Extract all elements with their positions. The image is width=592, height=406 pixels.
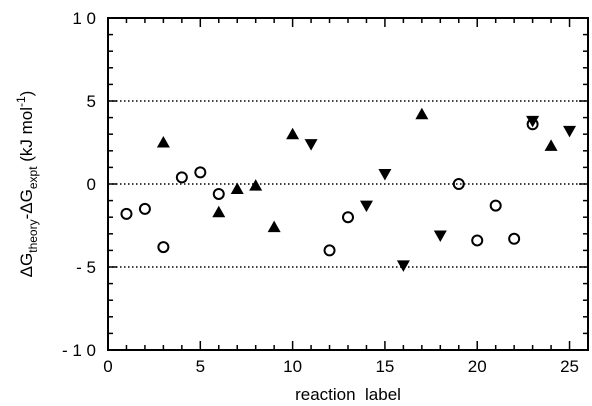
y-axis-label-part: ΔG [17,253,36,278]
y-axis-label-part: -ΔG [17,189,36,219]
data-point-triangle-down [563,125,577,138]
data-point-circle [120,207,133,220]
data-point-circle [194,166,207,179]
y-axis-label-part: -1 [14,96,28,107]
data-point-triangle-up [156,136,170,148]
x-tick-label: 15 [375,357,394,376]
data-point-circle [452,178,465,190]
data-point-triangle-down [359,200,373,213]
y-tick-label: - 1 0 [62,341,96,360]
data-point-triangle-up [286,127,300,140]
data-point-triangle-up [267,220,281,233]
x-tick-label: 20 [468,357,487,376]
y-axis-label-part: theory [26,219,40,252]
y-axis-label-part: expt [26,166,40,189]
data-point-triangle-down [433,230,447,242]
y-tick-label: 0 [87,175,96,194]
data-point-circle [138,202,151,215]
y-tick-label: 5 [87,92,96,111]
data-point-circle [157,241,170,254]
data-point-triangle-down [304,139,318,151]
data-point-triangle-up [212,205,226,218]
data-point-circle [471,234,484,247]
data-point-circle [508,232,521,245]
x-tick-label: 0 [103,357,112,376]
x-axis-label: reaction label [295,385,401,404]
axis-ticks [107,17,589,351]
data-point-circle [175,171,188,184]
y-axis-label-part: (kJ mol [17,107,36,167]
data-point-circle [323,244,336,257]
x-tick-label: 25 [560,357,579,376]
reference-lines [108,100,588,268]
data-point-circle [342,211,354,224]
data-point-triangle-up [544,139,558,151]
y-tick-label: - 5 [76,258,96,277]
data-point-triangle-up [230,182,244,194]
y-tick-label: 1 0 [72,9,96,28]
data-point-triangle-down [378,169,392,181]
data-point-triangle-up [249,179,263,191]
y-axis-label: ΔGtheory-ΔGexpt (kJ mol-1) [14,91,40,278]
data-point-triangle-up [415,107,429,120]
x-tick-label: 5 [196,357,205,376]
data-point-triangle-down [526,115,540,128]
data-point-circle [489,199,502,212]
y-axis-label-part: ) [17,91,36,97]
x-tick-label: 10 [283,357,302,376]
data-point-circle [212,187,225,200]
data-points [120,107,577,272]
data-point-triangle-down [396,260,410,272]
